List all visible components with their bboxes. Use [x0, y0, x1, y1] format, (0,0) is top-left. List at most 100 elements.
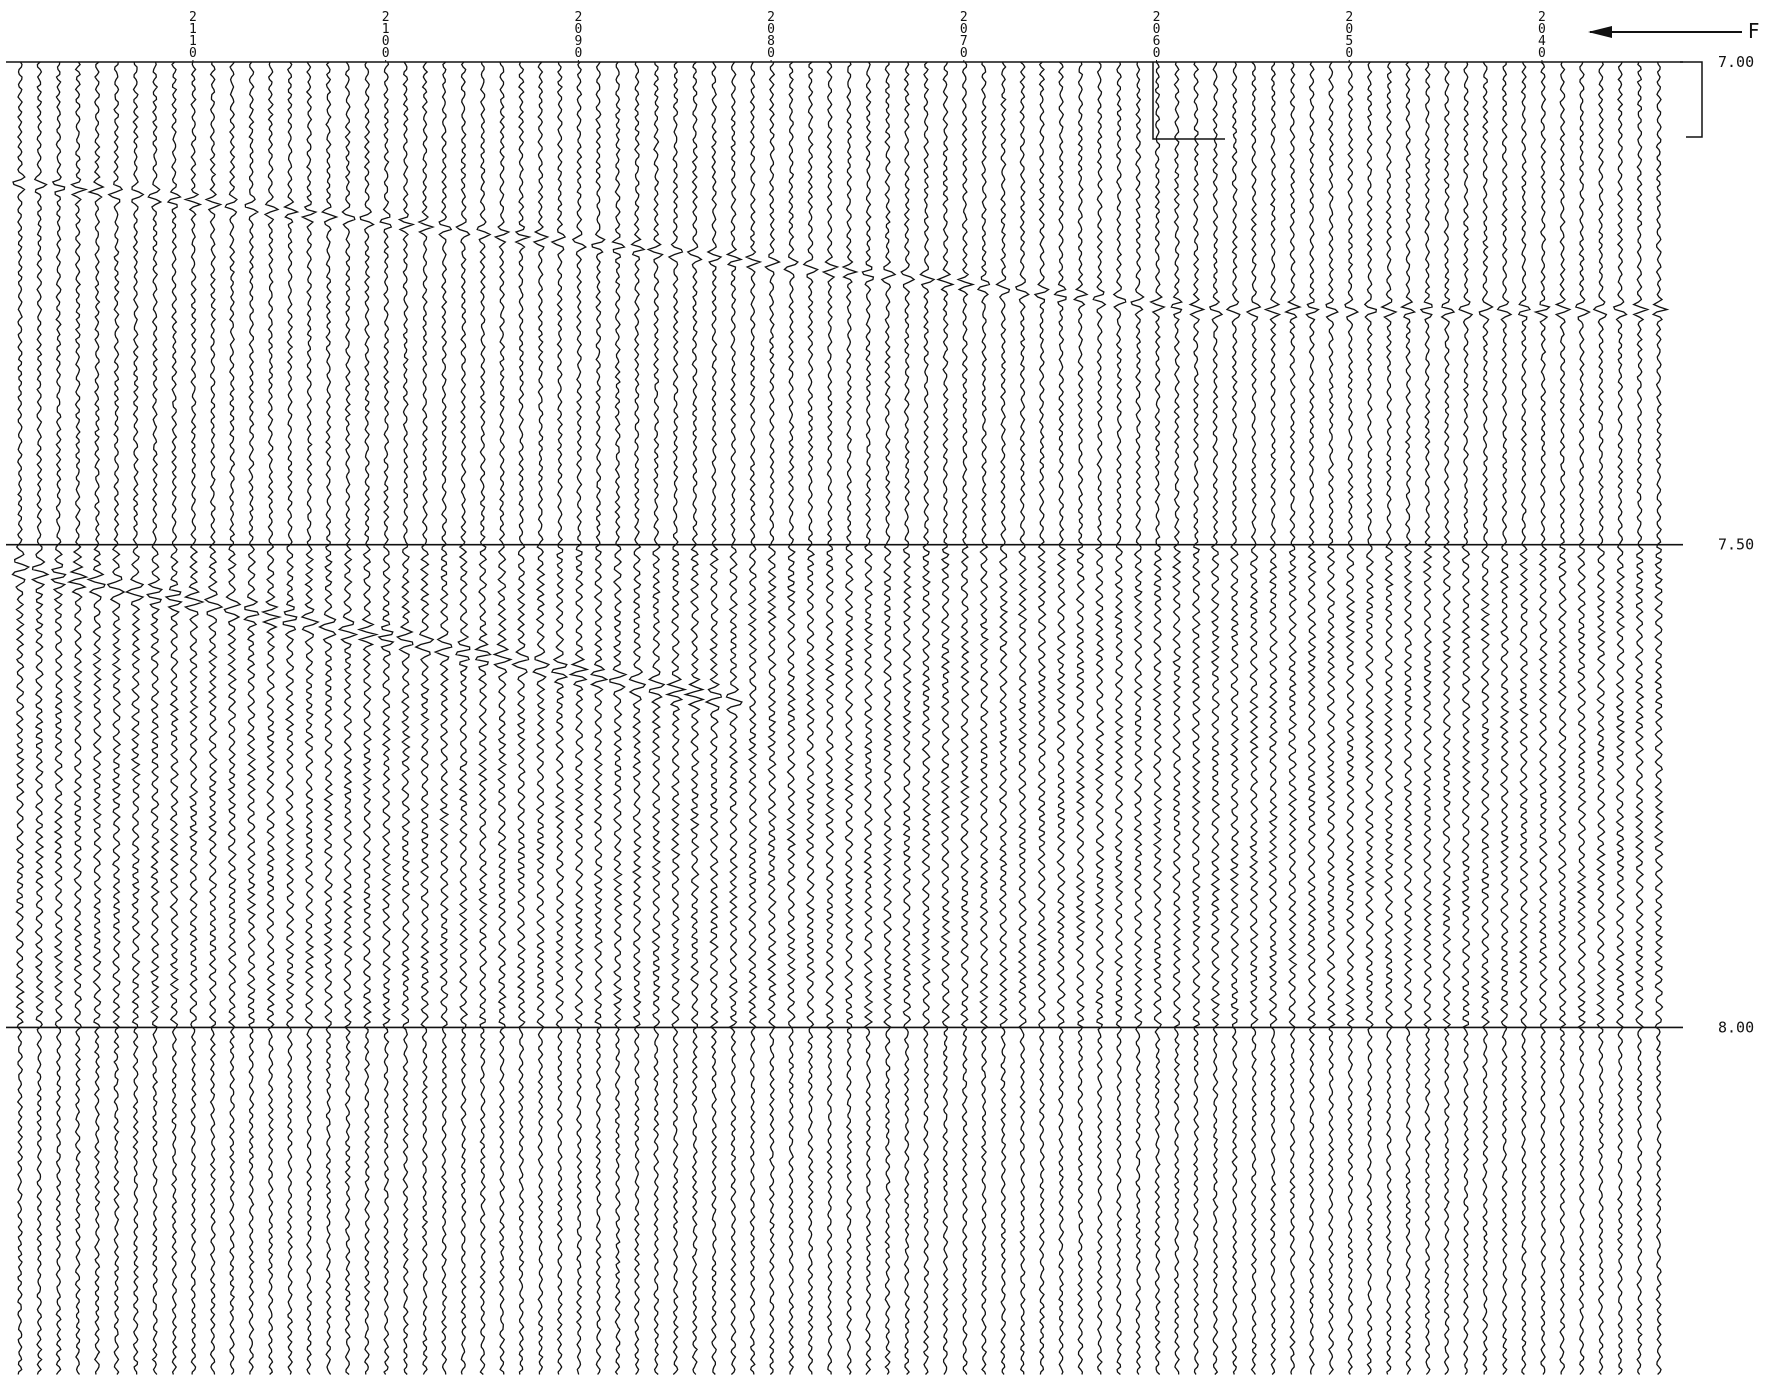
trace: [203, 61, 224, 1375]
y-tick-label: 8.00: [1718, 1018, 1754, 1036]
trace: [646, 61, 666, 1375]
trace: [1170, 61, 1183, 1375]
trace: [474, 61, 492, 1375]
trace: [609, 61, 628, 1375]
trace: [1344, 61, 1360, 1375]
scale-box: [1152, 62, 1225, 140]
trace: [1305, 61, 1320, 1375]
trace: [976, 61, 991, 1375]
trace: [764, 61, 781, 1375]
trace: [1651, 61, 1670, 1375]
trace: [1440, 61, 1456, 1375]
trace: [589, 61, 609, 1375]
trace: [282, 61, 300, 1375]
trace: [511, 61, 532, 1375]
trace: [861, 61, 875, 1375]
trace: [956, 61, 976, 1375]
trace: [783, 61, 800, 1375]
trace: [124, 61, 145, 1375]
scale-bracket: [1680, 61, 1703, 138]
trace: [1517, 61, 1531, 1375]
trace: [936, 61, 955, 1375]
trace: [1245, 61, 1262, 1375]
trace: [243, 61, 260, 1375]
trace: [900, 61, 916, 1375]
trace: [1554, 61, 1572, 1375]
trace: [50, 61, 67, 1375]
trace: [1072, 61, 1089, 1375]
trace: [821, 61, 840, 1375]
trace: [744, 61, 763, 1375]
trace: [260, 61, 283, 1375]
trace: [1112, 61, 1127, 1375]
trace: [1053, 61, 1067, 1375]
trace: [1208, 61, 1224, 1375]
trace: [683, 61, 706, 1375]
trace: [1130, 61, 1145, 1375]
trace: [30, 61, 50, 1375]
trace: [1533, 61, 1551, 1375]
trace: [1574, 61, 1591, 1375]
trace: [1419, 61, 1433, 1375]
trace: [1188, 61, 1206, 1375]
trace: [492, 61, 513, 1375]
trace: [802, 61, 820, 1375]
trace: [11, 61, 31, 1375]
trace: [1496, 62, 1513, 1375]
trace: [1399, 61, 1417, 1375]
x-tick-label: 2110: [185, 10, 200, 58]
trace: [550, 61, 569, 1375]
x-tick-label: 2050: [1342, 10, 1357, 58]
x-tick-label: 2100: [378, 10, 393, 58]
trace: [106, 61, 126, 1375]
trace: [1612, 61, 1628, 1375]
trace: [317, 61, 339, 1375]
trace: [664, 61, 688, 1375]
trace: [183, 61, 205, 1375]
trace: [300, 61, 320, 1375]
x-tick-label: 2060: [1149, 10, 1164, 58]
trace: [704, 61, 723, 1375]
trace: [1458, 61, 1474, 1375]
trace: [66, 61, 89, 1375]
trace: [1325, 61, 1339, 1375]
trace: [995, 61, 1011, 1375]
trace: [880, 61, 897, 1375]
trace: [455, 61, 471, 1375]
trace: [146, 61, 164, 1375]
trace: [1149, 61, 1166, 1375]
direction-label: F: [1748, 19, 1760, 43]
y-tick-label: 7.50: [1718, 536, 1754, 554]
trace: [395, 61, 416, 1375]
trace: [1092, 61, 1107, 1375]
trace: [1284, 61, 1302, 1375]
trace: [568, 61, 590, 1375]
trace: [532, 61, 551, 1375]
y-tick-label: 7.00: [1718, 53, 1754, 71]
trace: [1263, 61, 1282, 1375]
trace: [337, 61, 359, 1375]
trace: [433, 61, 453, 1375]
trace: [1225, 61, 1241, 1375]
trace: [841, 61, 859, 1375]
trace: [377, 61, 395, 1375]
trace: [725, 61, 744, 1375]
trace: [223, 61, 242, 1375]
x-tick-label: 2040: [1534, 10, 1549, 58]
trace: [1380, 61, 1398, 1375]
x-tick-label: 2080: [764, 10, 779, 58]
trace: [1033, 61, 1050, 1375]
trace: [86, 61, 106, 1375]
trace: [1632, 61, 1650, 1375]
traces: [11, 61, 1670, 1375]
trace: [1478, 61, 1494, 1375]
x-tick-label: 2070: [956, 10, 971, 58]
trace: [1592, 61, 1608, 1375]
trace: [628, 61, 647, 1375]
x-tick-label: 2090: [571, 10, 586, 58]
trace: [1363, 61, 1378, 1375]
trace: [356, 61, 379, 1375]
trace: [1014, 61, 1030, 1375]
